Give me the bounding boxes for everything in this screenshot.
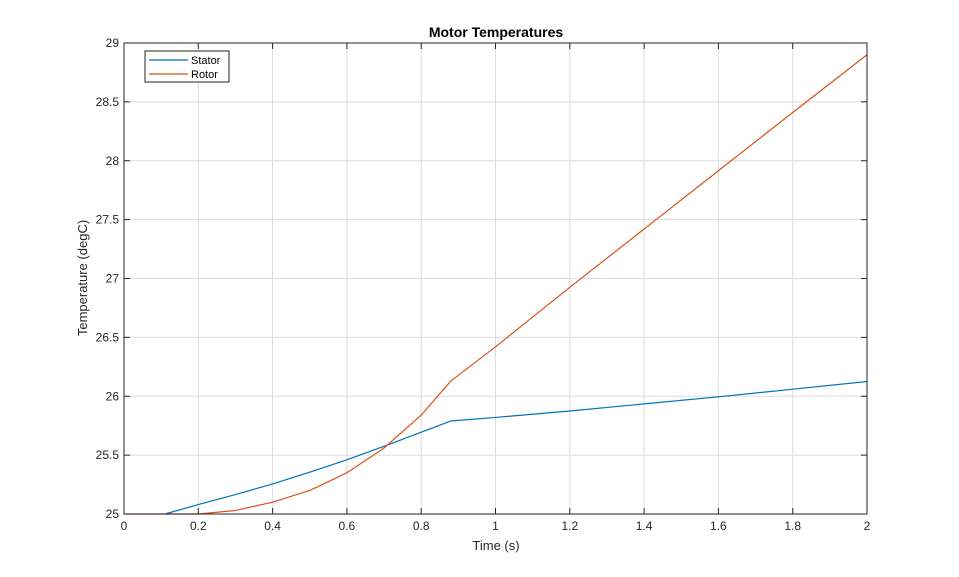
x-tick-label: 1.4 bbox=[636, 519, 653, 533]
legend-box bbox=[144, 50, 230, 83]
x-tick-label: 1.2 bbox=[561, 519, 578, 533]
x-tick-label: 2 bbox=[864, 519, 871, 533]
y-tick-label: 25.5 bbox=[96, 448, 120, 462]
x-axis-label: Time (s) bbox=[472, 538, 519, 553]
y-tick-label: 29 bbox=[106, 36, 120, 50]
x-tick-label: 1 bbox=[492, 519, 499, 533]
x-tick-label: 0.6 bbox=[339, 519, 356, 533]
x-tick-label: 1.8 bbox=[784, 519, 801, 533]
y-tick-label: 26 bbox=[106, 389, 120, 403]
legend-label-rotor: Rotor bbox=[191, 69, 218, 81]
legend-label-stator: Stator bbox=[191, 55, 221, 67]
x-tick-label: 0.8 bbox=[413, 519, 430, 533]
y-tick-labels: 25 25.5 26 26.5 27 27.5 28 28.5 29 bbox=[96, 36, 120, 521]
y-tick-label: 28 bbox=[106, 154, 120, 168]
x-tick-label: 1.6 bbox=[710, 519, 727, 533]
legend[interactable]: Stator Rotor bbox=[144, 50, 230, 83]
x-tick-label: 0 bbox=[121, 519, 128, 533]
x-tick-label: 0.2 bbox=[190, 519, 207, 533]
x-tick-labels: 0 0.2 0.4 0.6 0.8 1 1.2 1.4 1.6 1.8 2 bbox=[121, 519, 871, 533]
y-axis-label: Temperature (degC) bbox=[75, 220, 90, 336]
x-tick-label: 0.4 bbox=[264, 519, 281, 533]
chart-title: Motor Temperatures bbox=[429, 24, 564, 40]
axis-ticks bbox=[123, 42, 868, 515]
y-tick-label: 25 bbox=[106, 507, 120, 521]
plot-lines bbox=[124, 54, 868, 515]
y-tick-label: 26.5 bbox=[96, 330, 120, 344]
series-line-stator bbox=[164, 380, 868, 515]
series-line-rotor bbox=[124, 54, 868, 515]
y-tick-label: 28.5 bbox=[96, 95, 120, 109]
y-tick-label: 27.5 bbox=[96, 213, 120, 227]
y-tick-label: 27 bbox=[106, 272, 120, 286]
